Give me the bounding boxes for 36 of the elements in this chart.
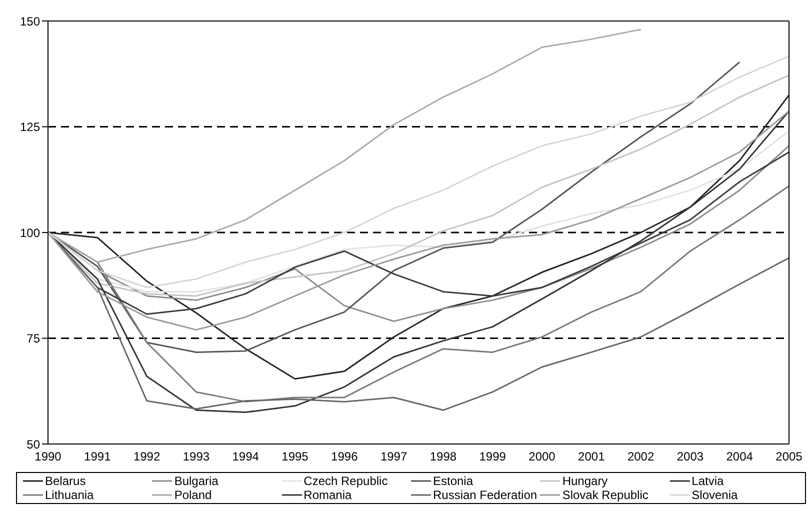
legend-label: Romania — [304, 488, 352, 502]
legend-label: Bulgaria — [174, 474, 218, 488]
line-series — [47, 28, 642, 263]
legend-label: Czech Republic — [304, 474, 388, 488]
y-tick-label: 75 — [26, 332, 40, 346]
y-tick-label: 100 — [20, 226, 40, 240]
x-tick-label: 2003 — [676, 450, 704, 464]
y-tick-label: 125 — [20, 120, 40, 134]
legend-label: Russian Federation — [432, 488, 538, 502]
x-tick-label: 2002 — [627, 450, 654, 464]
line-series — [47, 110, 790, 331]
x-tick-label: 1993 — [182, 450, 210, 464]
y-tick-label: 50 — [26, 437, 40, 452]
x-tick-label: 1995 — [282, 450, 309, 464]
x-tick-label: 1998 — [430, 450, 457, 464]
x-tick-label: 1997 — [380, 450, 408, 464]
legend-label: Lithuania — [45, 488, 94, 502]
x-tick-label: 1992 — [133, 450, 160, 464]
legend-label: Poland — [174, 488, 212, 502]
x-tick-label: 2004 — [726, 450, 754, 464]
x-tick-label: 1991 — [84, 450, 112, 464]
y-tick-label: 150 — [20, 14, 40, 28]
legend-label: Slovenia — [692, 488, 738, 502]
legend-label: Belarus — [45, 474, 86, 488]
x-tick-label: 1999 — [479, 450, 506, 464]
legend-label: Estonia — [432, 474, 474, 488]
x-tick-label: 1990 — [34, 450, 62, 464]
x-tick-label: 1996 — [331, 450, 358, 464]
x-tick-label: 2000 — [528, 450, 556, 464]
x-tick-label: 1994 — [232, 450, 260, 464]
legend-label: Latvia — [692, 474, 724, 488]
legend-label: Slovak Republic — [562, 488, 648, 502]
line-series — [47, 94, 790, 380]
x-tick-label: 2005 — [776, 450, 803, 464]
legend-label: Hungary — [562, 474, 608, 488]
x-tick-label: 2001 — [578, 450, 606, 464]
